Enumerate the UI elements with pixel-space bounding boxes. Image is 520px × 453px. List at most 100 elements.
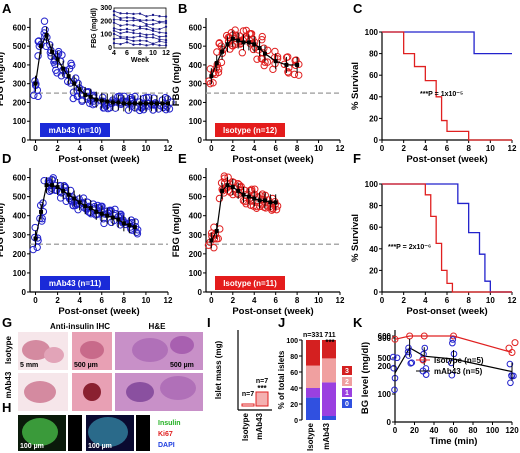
inset-line bbox=[113, 37, 167, 45]
stacked-bar-segment bbox=[322, 340, 336, 359]
y-tick-label: 0 bbox=[22, 288, 27, 297]
data-point bbox=[56, 194, 65, 202]
y-tick-label: 0 bbox=[198, 288, 203, 297]
g-tissue-blob bbox=[44, 347, 64, 363]
x-tick-label: 2 bbox=[401, 144, 406, 153]
y-tick-label: 60 bbox=[369, 71, 378, 80]
x-tick-label: 10 bbox=[314, 144, 323, 153]
g-tissue-blob bbox=[132, 338, 168, 362]
y-tick-label: 300 bbox=[189, 80, 203, 89]
data-point bbox=[31, 233, 39, 242]
y-tick-label: 60 bbox=[369, 223, 378, 232]
x-tick-label: 10 bbox=[314, 296, 323, 305]
data-point bbox=[290, 70, 299, 79]
data-point bbox=[104, 104, 112, 113]
h-insulin-stain bbox=[88, 417, 128, 447]
x-tick-label: 12 bbox=[508, 144, 517, 153]
panel-g: Anti-insulin IHC H&E Isotype mAb43 5 mm … bbox=[4, 322, 203, 411]
x-tick-label: 10 bbox=[141, 144, 150, 153]
inset-x-label: Week bbox=[131, 57, 149, 64]
legend-label-mab43: mAb43 (n=5) bbox=[434, 367, 483, 376]
panel-letter-k: K bbox=[353, 315, 363, 330]
inset-line bbox=[113, 30, 167, 38]
x-tick-label: 2 bbox=[55, 144, 60, 153]
y-tick-label: 80 bbox=[290, 354, 298, 361]
inset-y-tick-label: 100 bbox=[100, 32, 112, 39]
legend-label-isotype: Isotype (n=5) bbox=[434, 356, 484, 365]
inset-x-tick-label: 10 bbox=[149, 50, 157, 57]
panel-letter-g: G bbox=[2, 315, 12, 330]
n-label-isotype: n=7 bbox=[242, 391, 254, 398]
g-tissue-blob bbox=[80, 341, 104, 359]
y-tick-label: 400 bbox=[189, 212, 203, 221]
g-tissue-blob bbox=[24, 381, 56, 403]
y-tick-label: 80 bbox=[369, 50, 378, 59]
x-tick-label: 6 bbox=[445, 144, 450, 153]
data-point bbox=[69, 88, 78, 96]
x-tick-label: 2 bbox=[231, 296, 236, 305]
inset-y-label: FBG (mg/dl) bbox=[91, 8, 98, 48]
y-tick-label: 20 bbox=[290, 402, 298, 409]
data-point bbox=[284, 68, 292, 76]
x-tick-label: 6 bbox=[273, 296, 278, 305]
legend-box-b bbox=[215, 123, 285, 137]
x-tick-label: 100 bbox=[486, 426, 500, 435]
y-axis-label: Islet mass (mg) bbox=[214, 341, 223, 400]
inset-x-tick-label: 6 bbox=[125, 50, 129, 57]
x-tick-label: 10 bbox=[141, 296, 150, 305]
legend-label: 0 bbox=[345, 401, 349, 408]
data-point bbox=[79, 194, 88, 202]
stacked-bar-segment bbox=[306, 388, 320, 398]
y-axis-label: FBG (mg/dl) bbox=[171, 203, 182, 257]
category-label: mAb43 bbox=[255, 412, 264, 439]
h-inset-strip-2 bbox=[136, 415, 150, 451]
h-scale-2: 100 µm bbox=[88, 443, 112, 450]
data-point bbox=[40, 17, 49, 25]
y-axis-label: % Survival bbox=[350, 62, 361, 110]
y-axis-label: BG level (mg/dl) bbox=[360, 342, 371, 414]
data-point bbox=[247, 30, 256, 38]
x-tick-label: 0 bbox=[209, 296, 214, 305]
mab43-point bbox=[448, 371, 456, 379]
h-label-insulin: Insulin bbox=[158, 420, 181, 427]
y-tick-label: 500 bbox=[13, 193, 27, 202]
inset-line bbox=[113, 33, 167, 41]
data-point bbox=[253, 55, 261, 63]
g-scale-2: 500 µm bbox=[74, 362, 98, 369]
y-tick-label: 0 bbox=[387, 418, 392, 427]
y-tick-label: 500 bbox=[189, 193, 203, 202]
data-point bbox=[231, 26, 239, 34]
survival-curve bbox=[382, 183, 512, 293]
y-tick-label: 200 bbox=[13, 98, 27, 107]
mab43-point bbox=[449, 336, 457, 343]
inset-y-tick-label: 300 bbox=[100, 5, 112, 12]
x-tick-label: 10 bbox=[486, 296, 495, 305]
n-label-mab43: n=7 bbox=[256, 378, 268, 385]
data-point bbox=[251, 185, 259, 193]
y-tick-label: 100 bbox=[13, 117, 27, 126]
legend-swatch bbox=[342, 399, 352, 408]
x-tick-label: 4 bbox=[77, 144, 82, 153]
x-axis-label: Post-onset (week) bbox=[232, 306, 313, 317]
stacked-bar-segment bbox=[322, 416, 336, 420]
x-tick-label: 0 bbox=[380, 144, 385, 153]
category-label: Isotype bbox=[306, 422, 315, 451]
data-point bbox=[133, 230, 142, 238]
legend-swatch bbox=[342, 366, 352, 375]
data-point bbox=[206, 65, 215, 73]
g-scale-1: 5 mm bbox=[20, 362, 38, 369]
y-tick-label: 100 bbox=[286, 338, 298, 345]
y-tick-label: 200 bbox=[378, 362, 392, 371]
legend-box-d bbox=[40, 276, 110, 290]
x-axis-label: Time (min) bbox=[430, 436, 478, 447]
y-tick-label: 60 bbox=[290, 370, 298, 377]
x-tick-label: 20 bbox=[410, 426, 419, 435]
y-tick-label: 40 bbox=[369, 93, 378, 102]
y-tick-label: 600 bbox=[13, 23, 27, 32]
y-tick-label: 300 bbox=[13, 231, 27, 240]
isotype-point bbox=[505, 344, 513, 352]
x-tick-label: 12 bbox=[336, 144, 345, 153]
panel-letter-a: A bbox=[2, 1, 12, 16]
